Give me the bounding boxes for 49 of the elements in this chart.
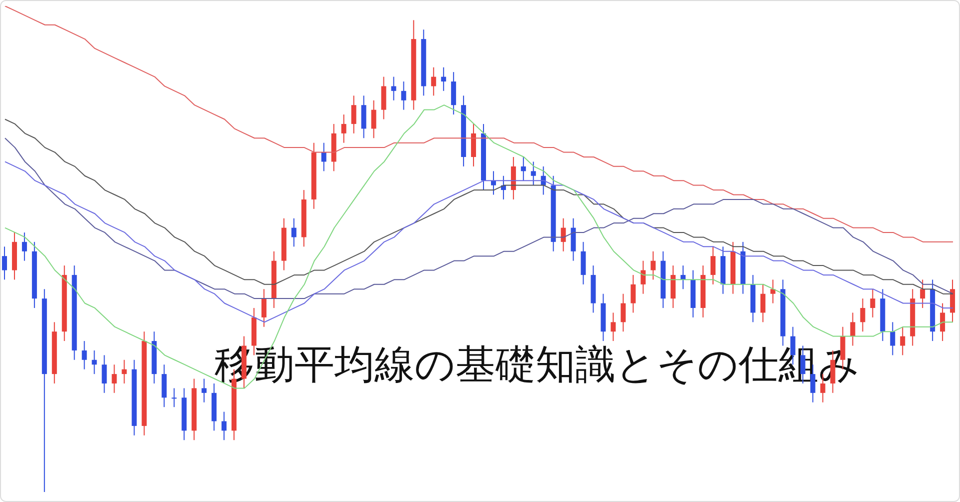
candlestick (640, 260, 646, 294)
candlestick (900, 326, 906, 356)
candlestick (291, 218, 296, 248)
candlestick (431, 66, 436, 96)
candlestick (401, 80, 406, 110)
candlestick (102, 354, 107, 394)
candlestick (570, 218, 576, 262)
candlestick (391, 76, 396, 101)
candlestick (860, 298, 866, 332)
candlestick (670, 265, 676, 308)
candlestick (530, 161, 536, 186)
candlestick (351, 95, 356, 134)
candlestick (261, 288, 266, 328)
candlestick (510, 156, 516, 200)
candlestick (650, 250, 656, 280)
candlestick (760, 284, 766, 323)
candlestick (940, 302, 946, 342)
candlestick (710, 246, 716, 285)
candlestick (630, 274, 636, 314)
candlestick (22, 232, 27, 262)
candlestick (222, 411, 227, 441)
candlestick (950, 279, 956, 323)
candlestick (341, 114, 346, 144)
candlestick (361, 95, 366, 139)
candlestick (112, 364, 117, 394)
candlestick (471, 123, 476, 167)
candlestick (560, 218, 566, 252)
candlestick (371, 100, 376, 139)
candlestick (202, 378, 207, 403)
candlestick (870, 288, 876, 318)
candlestick (122, 359, 127, 384)
candlestick (580, 241, 586, 285)
candlestick (890, 322, 896, 356)
candlestick (321, 142, 326, 172)
candlestick (520, 156, 526, 182)
candlestick (162, 364, 167, 408)
candlestick (2, 246, 7, 280)
candlestick (381, 76, 386, 120)
candlestick (850, 312, 856, 346)
candlestick (770, 279, 776, 304)
candlestick (172, 388, 177, 408)
candlestick (610, 312, 616, 342)
candlestick (441, 66, 446, 92)
candlestick (92, 350, 97, 375)
candlestick (451, 72, 456, 116)
candlestick (920, 279, 926, 308)
candlestick (82, 340, 87, 370)
candlestick (620, 293, 626, 332)
candlestick (490, 170, 496, 196)
